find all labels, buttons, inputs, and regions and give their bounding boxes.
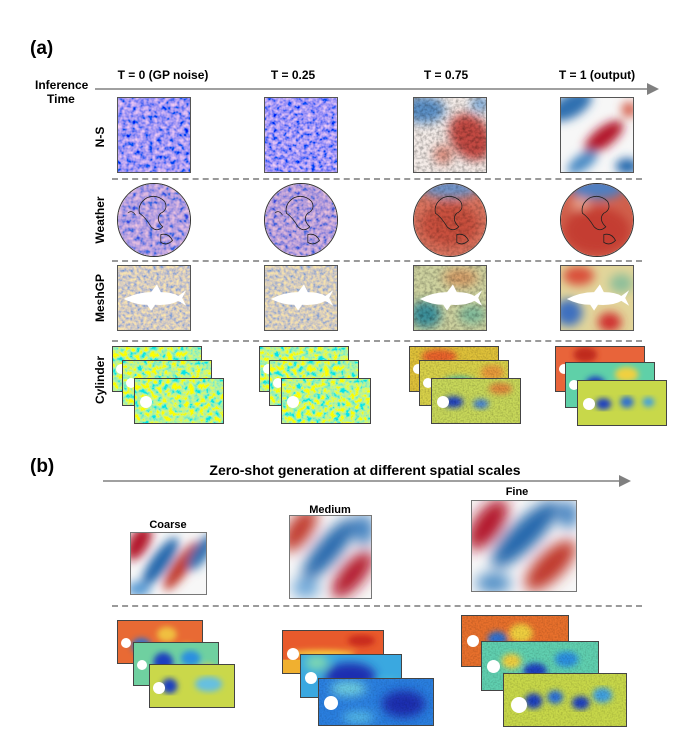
cylinder-obstacle bbox=[305, 672, 317, 684]
column-header-t025: T = 0.25 bbox=[270, 68, 316, 82]
row-divider-1 bbox=[112, 178, 642, 180]
column-header-t1: T = 1 (output) bbox=[558, 68, 636, 82]
cylinder-obstacle bbox=[569, 380, 579, 390]
weather-t025-globe bbox=[264, 183, 338, 257]
panel-b-label: (b) bbox=[30, 456, 55, 477]
inference-time-arrow bbox=[95, 83, 659, 95]
cylinder-obstacle bbox=[324, 696, 338, 710]
cylinder-obstacle bbox=[287, 396, 299, 408]
fine-cylinder-stack bbox=[461, 615, 629, 730]
inference-label-line1: Inference bbox=[35, 78, 89, 92]
panel-b-title: Zero-shot generation at different spatia… bbox=[209, 462, 521, 478]
row-label-cylinder: Cylinder bbox=[93, 355, 107, 405]
meshgp-t075-field bbox=[413, 265, 487, 331]
weather-t0-globe bbox=[117, 183, 191, 257]
row-label-meshgp: MeshGP bbox=[93, 273, 107, 323]
scale-label-fine: Fine bbox=[505, 486, 529, 498]
medium-cylinder-stack bbox=[282, 630, 452, 730]
fine-cylinder-frame-3 bbox=[503, 673, 627, 727]
row-divider-2 bbox=[112, 260, 642, 262]
cylinder-obstacle bbox=[413, 364, 423, 374]
cylinder-obstacle bbox=[121, 638, 131, 648]
ns-t1-field bbox=[560, 97, 634, 173]
cylinder-obstacle bbox=[583, 398, 595, 410]
coarse-ns-field bbox=[130, 532, 207, 595]
cylinder-obstacle bbox=[126, 378, 136, 388]
scale-label-medium: Medium bbox=[309, 504, 351, 516]
panel-b-divider bbox=[112, 605, 642, 607]
cylinder-obstacle bbox=[423, 378, 433, 388]
cylinder-obstacle bbox=[153, 682, 165, 694]
medium-cylinder-frame-3 bbox=[318, 678, 434, 726]
cylinder-obstacle bbox=[487, 660, 500, 673]
column-header-t0: T = 0 (GP noise) bbox=[117, 68, 209, 82]
cylinder-obstacle bbox=[137, 660, 147, 670]
coarse-cylinder-stack bbox=[117, 620, 237, 718]
inference-label-line2: Time bbox=[47, 92, 75, 106]
weather-t1-globe bbox=[560, 183, 634, 257]
cylinder-t1-stack bbox=[555, 346, 671, 428]
ns-t025-field bbox=[264, 97, 338, 173]
cylinder-obstacle bbox=[273, 378, 283, 388]
cylinder-obstacle bbox=[559, 364, 569, 374]
cylinder-obstacle bbox=[116, 364, 126, 374]
weather-t075-globe bbox=[413, 183, 487, 257]
ns-t075-field bbox=[413, 97, 487, 173]
cylinder-obstacle bbox=[287, 648, 299, 660]
cylinder-obstacle bbox=[467, 635, 479, 647]
row-label-ns: N-S bbox=[93, 126, 107, 148]
cylinder-obstacle bbox=[437, 396, 449, 408]
ns-t0-field bbox=[117, 97, 191, 173]
cylinder-obstacle bbox=[511, 697, 527, 713]
cylinder-t025-frame-3 bbox=[281, 378, 371, 424]
scale-arrow bbox=[103, 475, 631, 487]
cylinder-t025-stack bbox=[259, 346, 375, 424]
medium-ns-field bbox=[289, 515, 372, 599]
fine-ns-field bbox=[471, 500, 577, 592]
cylinder-obstacle bbox=[140, 396, 152, 408]
panel-a-label: (a) bbox=[30, 38, 54, 59]
row-label-weather: Weather bbox=[93, 196, 107, 244]
meshgp-t0-field bbox=[117, 265, 191, 331]
cylinder-obstacle bbox=[263, 364, 273, 374]
cylinder-t0-stack bbox=[112, 346, 228, 424]
meshgp-t1-field bbox=[560, 265, 634, 331]
scale-label-coarse: Coarse bbox=[149, 519, 187, 531]
cylinder-t075-stack bbox=[409, 346, 525, 424]
meshgp-t025-field bbox=[264, 265, 338, 331]
row-divider-3 bbox=[112, 340, 642, 342]
column-header-t075: T = 0.75 bbox=[423, 68, 469, 82]
